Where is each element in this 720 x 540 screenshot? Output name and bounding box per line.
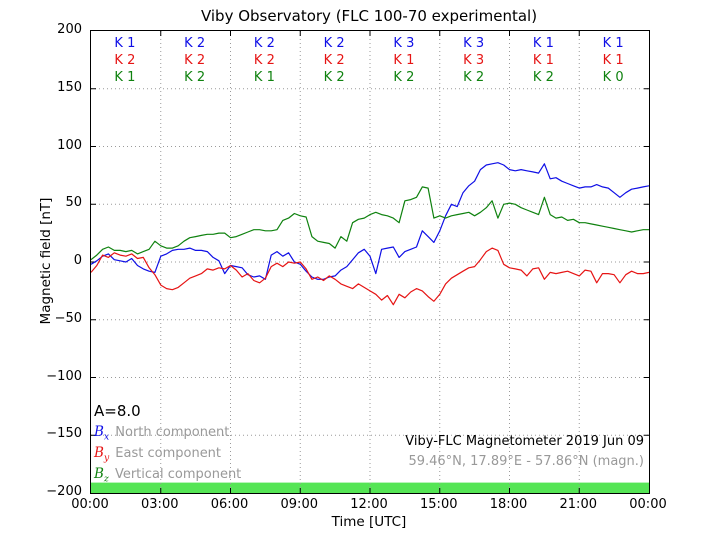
k-index-value: K 2 [323, 53, 345, 68]
x-tick-label: 00:00 [71, 497, 109, 512]
y-tick-label: 150 [57, 79, 82, 95]
x-tick-label: 21:00 [559, 497, 597, 512]
legend-item-north: Bx North component [94, 422, 241, 443]
k-index-value: K 1 [253, 70, 275, 85]
legend-label: Vertical component [114, 467, 242, 482]
x-tick-label: 06:00 [210, 497, 249, 512]
station-coordinates: 59.46°N, 17.89°E - 57.86°N (magn.) [408, 454, 644, 469]
y-tick-label: 100 [57, 137, 82, 153]
legend-item-east: By East component [94, 443, 241, 464]
series-bx [91, 162, 649, 280]
k-index-value: K 1 [114, 70, 136, 85]
chart-title: Viby Observatory (FLC 100-70 experimenta… [200, 7, 538, 25]
k-index-value: K 1 [602, 36, 624, 51]
x-tick-label: 09:00 [280, 497, 318, 512]
k-index-value: K 2 [184, 70, 206, 85]
x-tick-label: 18:00 [489, 497, 528, 512]
plot-svg [91, 31, 649, 493]
legend-label: East component [115, 446, 222, 461]
y-tick-label: −150 [46, 426, 82, 442]
legend-label: North component [115, 425, 230, 440]
y-tick-label: 200 [57, 22, 82, 37]
k-index-value: K 3 [393, 36, 415, 51]
y-tick-label: 0 [73, 253, 82, 268]
y-tick-label: −200 [46, 484, 82, 499]
bz-symbol: Bz [94, 466, 109, 485]
k-index-value: K 1 [532, 53, 554, 68]
k-index-value: K 2 [393, 70, 415, 85]
series-bz [91, 186, 649, 261]
bx-symbol: Bx [94, 424, 110, 443]
k-index-value: K 2 [253, 53, 275, 68]
k-index-value: K 1 [393, 53, 415, 68]
k-index-value: K 3 [463, 53, 485, 68]
k-index-value: K 2 [184, 53, 206, 68]
k-index-value: K 2 [463, 70, 485, 85]
y-tick-label: 50 [65, 195, 82, 211]
k-index-value: K 1 [114, 36, 136, 51]
a-index-label: A=8.0 [94, 402, 141, 420]
plot-area [90, 30, 650, 494]
x-tick-label: 12:00 [350, 497, 388, 512]
x-tick-label: 03:00 [141, 497, 179, 512]
k-index-value: K 2 [184, 36, 206, 51]
k-row-by: K 2 K 2 K 2 K 2 K 1 K 3 K 1 K 1 [90, 53, 648, 68]
k-index-value: K 1 [602, 53, 624, 68]
k-row-bz: K 1 K 2 K 1 K 2 K 2 K 2 K 2 K 0 [90, 70, 648, 85]
k-index-value: K 2 [532, 70, 554, 85]
y-tick-label: −50 [54, 310, 82, 326]
y-tick-label: −100 [46, 368, 82, 384]
k-index-value: K 0 [602, 70, 624, 85]
k-index-value: K 2 [323, 70, 345, 85]
station-annotation: Viby-FLC Magnetometer 2019 Jun 09 59.46°… [405, 432, 644, 472]
k-index-value: K 2 [114, 53, 136, 68]
k-index-value: K 3 [463, 36, 485, 51]
series-by [91, 247, 649, 306]
k-index-value: K 1 [532, 36, 554, 51]
k-index-value: K 2 [323, 36, 345, 51]
k-index-value: K 2 [253, 36, 275, 51]
x-tick-label: 00:00 [629, 497, 667, 512]
legend-item-vertical: Bz Vertical component [94, 464, 241, 485]
legend: A=8.0 Bx North component By East component… [94, 402, 241, 485]
k-row-bx: K 1 K 2 K 2 K 2 K 3 K 3 K 1 K 1 [90, 36, 648, 51]
x-axis-label: Time [UTC] [331, 514, 407, 530]
by-symbol: By [94, 445, 110, 464]
station-name-date: Viby-FLC Magnetometer 2019 Jun 09 [405, 434, 644, 449]
x-tick-label: 15:00 [420, 497, 458, 512]
